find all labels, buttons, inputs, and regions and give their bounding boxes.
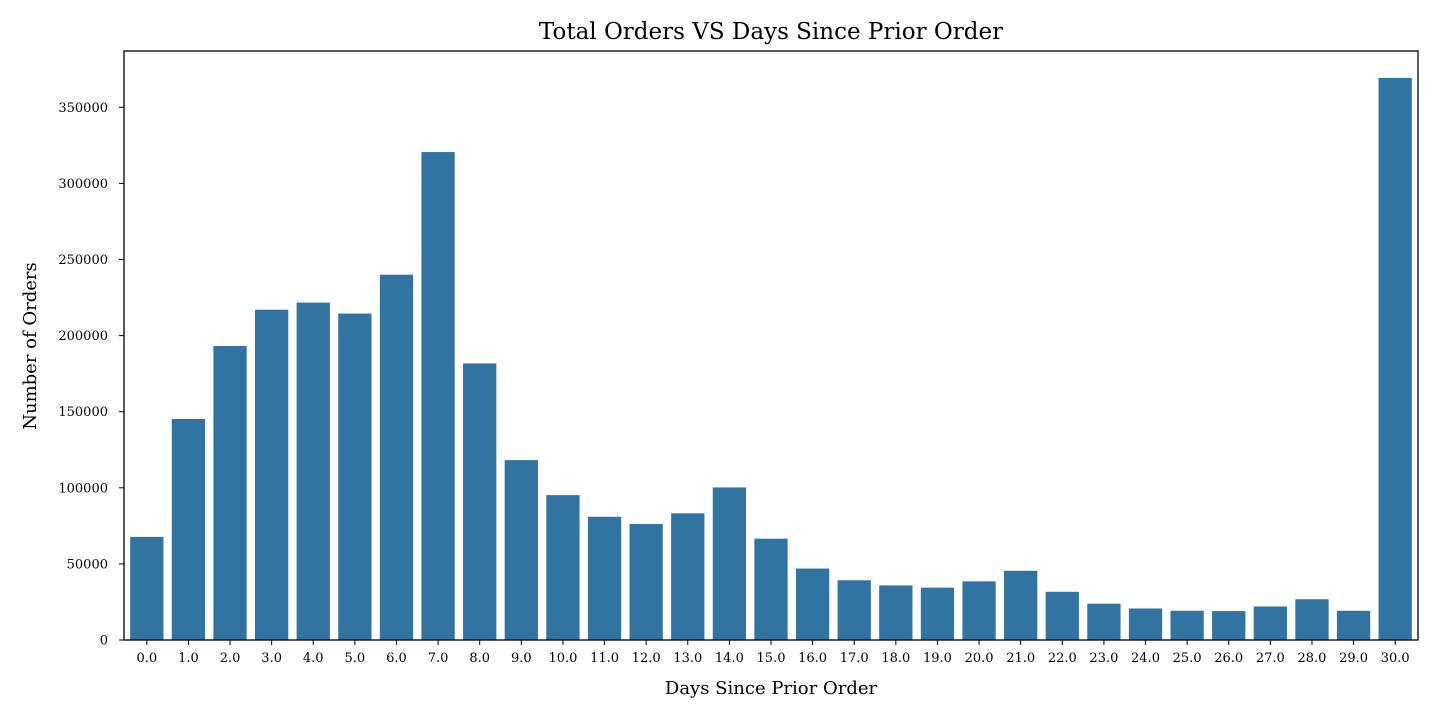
x-tick-label: 24.0 [1131,651,1160,666]
x-tick-label: 29.0 [1339,651,1368,666]
x-tick-label: 18.0 [881,651,910,666]
x-tick-label: 8.0 [469,651,490,666]
x-tick-label: 30.0 [1381,651,1410,666]
bar-15.0 [754,538,788,640]
x-tick-label: 2.0 [220,651,241,666]
bar-20.0 [962,581,996,640]
bar-25.0 [1170,610,1204,640]
bar-4.0 [296,302,330,640]
bar-22.0 [1045,591,1079,640]
x-axis-label: Days Since Prior Order [665,678,878,699]
x-tick-label: 26.0 [1214,651,1243,666]
x-tick-label: 25.0 [1173,651,1202,666]
bar-14.0 [712,487,747,640]
x-tick-label: 4.0 [303,651,324,666]
y-tick-label: 350000 [58,101,108,116]
x-tick-label: 28.0 [1297,651,1326,666]
x-tick-label: 11.0 [590,651,619,666]
x-tick-label: 13.0 [673,651,702,666]
x-tick-label: 10.0 [548,651,577,666]
y-axis: 0 50000 100000 150000 200000 250000 300000 3500… [58,101,124,649]
bars-layer [130,77,1412,641]
y-axis-label: Number of Orders [20,262,41,430]
x-tick-label: 23.0 [1089,651,1118,666]
y-tick-label: 300000 [58,177,108,192]
x-tick-label: 20.0 [965,651,994,666]
y-tick-label: 250000 [58,253,108,268]
bar-18.0 [879,585,913,640]
y-tick-label: 50000 [67,557,108,572]
bar-8.0 [463,363,497,640]
bar-11.0 [587,516,622,640]
x-tick-label: 9.0 [511,651,532,666]
bar-12.0 [629,524,663,640]
bar-7.0 [421,152,455,641]
x-tick-label: 19.0 [923,651,952,666]
bar-9.0 [504,460,538,640]
bar-28.0 [1295,599,1329,640]
bar-0.0 [130,536,164,640]
bar-29.0 [1336,610,1371,640]
bar-23.0 [1087,603,1121,640]
y-tick-label: 150000 [58,405,108,420]
x-tick-label: 27.0 [1256,651,1285,666]
bar-27.0 [1253,606,1287,640]
bar-2.0 [213,345,247,640]
x-tick-label: 16.0 [798,651,827,666]
bar-16.0 [795,568,830,640]
x-tick-label: 14.0 [715,651,744,666]
bar-10.0 [546,495,580,640]
x-tick-label: 17.0 [840,651,869,666]
bar-19.0 [920,587,955,640]
x-tick-label: 6.0 [386,651,407,666]
bar-13.0 [671,513,705,640]
plot-frame [123,50,1419,641]
x-tick-label: 21.0 [1006,651,1035,666]
bar-6.0 [379,274,414,640]
bar-3.0 [255,309,289,640]
bar-17.0 [837,580,871,640]
x-tick-label: 7.0 [428,651,449,666]
x-tick-label: 12.0 [632,651,661,666]
chart-title: Total Orders VS Days Since Prior Order [539,19,1003,45]
y-tick-label: 100000 [58,481,108,496]
y-tick-label: 200000 [58,329,108,344]
x-tick-label: 22.0 [1048,651,1077,666]
bar-21.0 [1004,570,1038,640]
x-tick-label: 1.0 [178,651,199,666]
bar-1.0 [171,418,206,640]
bar-30.0 [1378,77,1412,640]
y-tick-label: 0 [100,634,108,649]
x-tick-label: 0.0 [136,651,157,666]
x-tick-label: 5.0 [345,651,366,666]
x-tick-label: 15.0 [757,651,786,666]
bar-26.0 [1212,611,1246,640]
x-axis: 0.0 1.0 2.0 3.0 4.0 5.0 6.0 7.0 8.0 9.0 10.0 11.0 12… [136,640,1410,666]
bar-5.0 [338,313,372,640]
x-tick-label: 3.0 [261,651,282,666]
bar-24.0 [1128,608,1163,640]
